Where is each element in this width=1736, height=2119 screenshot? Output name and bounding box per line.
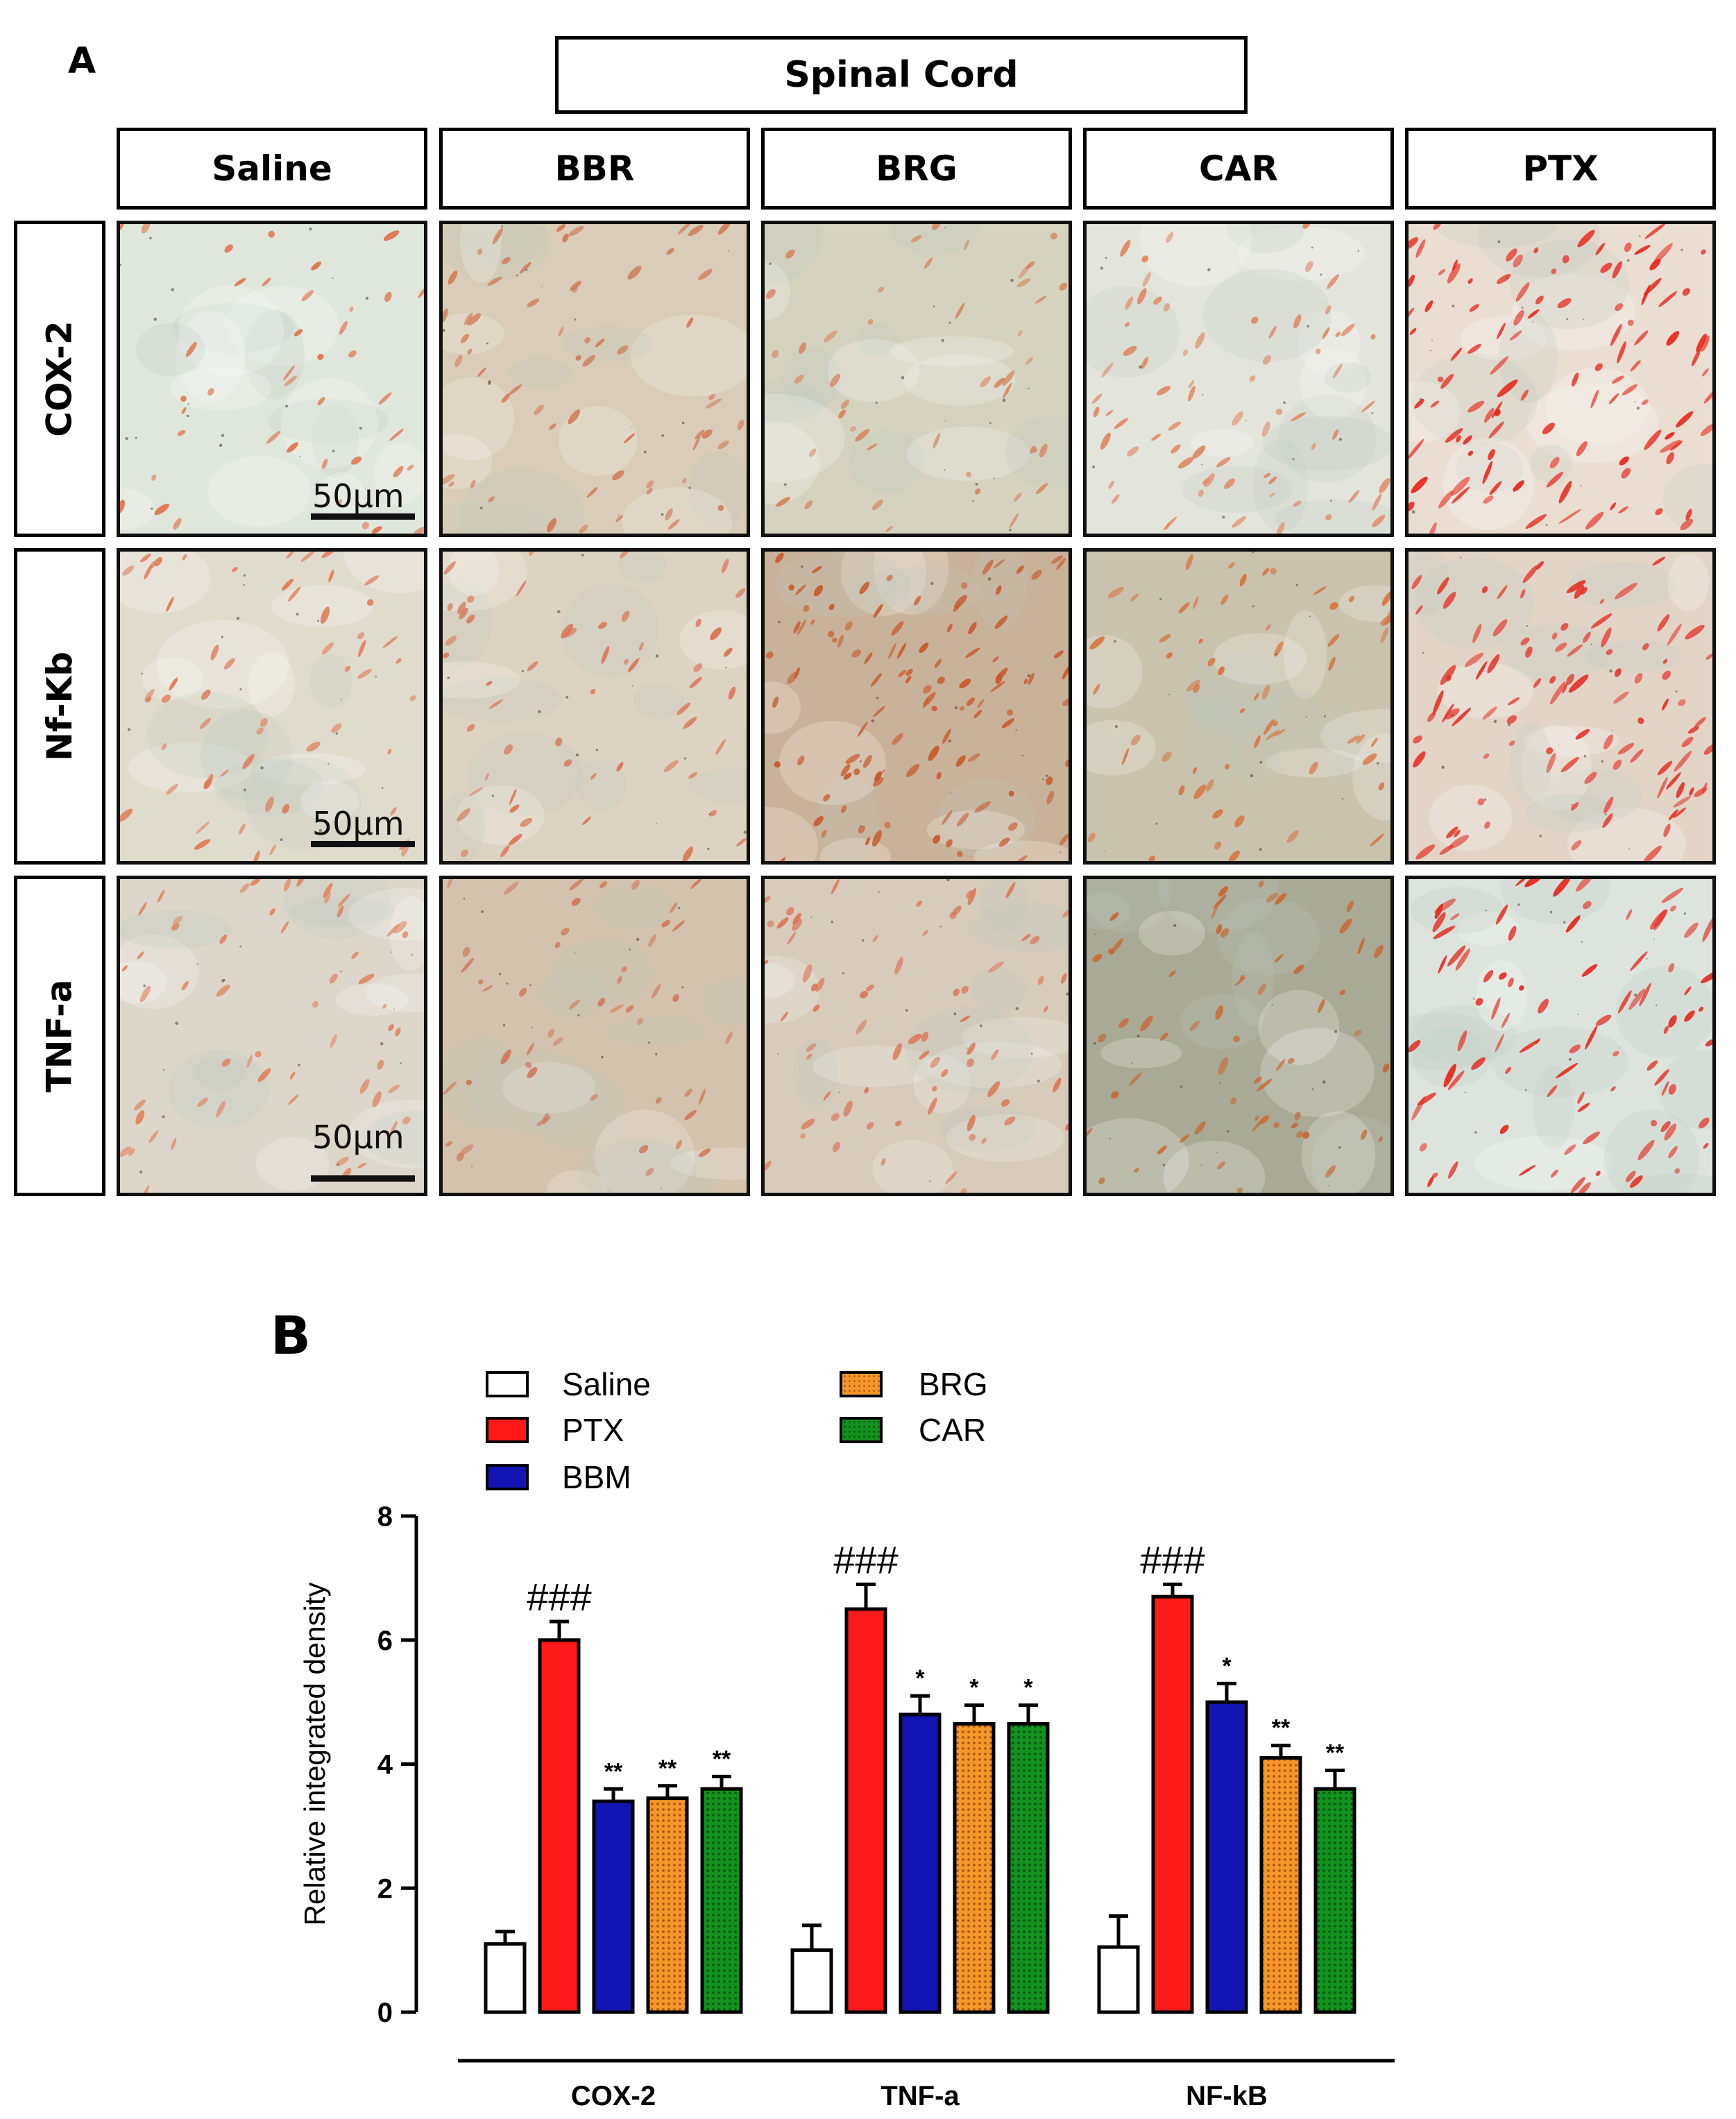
significance-ptx-tnf-a: ### xyxy=(833,1538,898,1581)
micrograph-cox-2-brg xyxy=(761,221,1072,537)
row-label-tnf-a: TNF-a xyxy=(14,876,105,1196)
bars: ###** ** **###* * *###***** xyxy=(484,1538,1356,2014)
panel-a-letter: A xyxy=(68,40,96,82)
bar-brg-tnf-a xyxy=(953,1721,996,2014)
significance-car-cox-2: ** xyxy=(713,1746,731,1772)
scale-bar-label-cox-2: 50µm xyxy=(312,477,405,515)
significance-bbm-tnf-a: * xyxy=(915,1665,925,1692)
bar-saline-cox-2 xyxy=(484,1942,527,2014)
bar-saline-tnf-a xyxy=(790,1948,833,2014)
x-category-label-tnf-a: TNF-a xyxy=(880,2081,960,2111)
row-label-nf-kb: Nf-Kb xyxy=(14,548,105,865)
bar-brg-nf-kb xyxy=(1259,1756,1302,2014)
y-tick-label: 4 xyxy=(377,1750,393,1780)
axes: 0 2 4 6 8 COX-2 TNF-a NF-kB xyxy=(377,1501,1395,2111)
significance-brg-tnf-a: * xyxy=(969,1675,979,1701)
bar-ptx-tnf-a xyxy=(844,1607,887,2014)
significance-car-nf-kb: ** xyxy=(1326,1739,1345,1766)
micrograph-nf-kb-car xyxy=(1083,548,1394,865)
spinal-cord-header: Spinal Cord xyxy=(555,36,1248,114)
significance-ptx-nf-kb: ### xyxy=(1140,1538,1205,1581)
micrograph-cox-2-saline xyxy=(117,221,427,537)
bar-car-nf-kb xyxy=(1313,1787,1356,2014)
legend-label-saline: Saline xyxy=(562,1366,651,1402)
column-label-saline: Saline xyxy=(117,128,427,210)
y-tick-label: 8 xyxy=(377,1501,393,1532)
micrograph-nf-kb-ptx xyxy=(1405,548,1716,865)
y-tick-label: 2 xyxy=(377,1873,393,1904)
y-tick-label: 0 xyxy=(377,1998,393,2028)
legend-swatch-car xyxy=(840,1417,883,1443)
micrograph-tnf-a-brg xyxy=(761,876,1072,1196)
scale-bar-cox-2 xyxy=(311,513,415,520)
bar-bbm-cox-2 xyxy=(592,1799,635,2014)
legend-label-ptx: PTX xyxy=(562,1412,624,1448)
bar-car-tnf-a xyxy=(1007,1721,1050,2014)
column-label-bbr: BBR xyxy=(439,128,750,210)
micrograph-cox-2-bbr xyxy=(439,221,750,537)
panel-b-letter: B xyxy=(271,1304,311,1366)
legend-label-brg: BRG xyxy=(919,1366,988,1402)
x-category-label-cox-2: COX-2 xyxy=(571,2081,656,2111)
significance-ptx-cox-2: ### xyxy=(527,1575,591,1619)
y-axis-label: Relative integrated density xyxy=(298,1583,331,1926)
micrograph-nf-kb-brg xyxy=(761,548,1072,865)
legend-swatch-ptx xyxy=(486,1417,529,1443)
micrograph-cox-2-car xyxy=(1083,221,1394,537)
scale-bar-label-tnf-a: 50µm xyxy=(312,1118,405,1156)
significance-bbm-nf-kb: * xyxy=(1222,1653,1232,1679)
bar-brg-cox-2 xyxy=(646,1796,689,2014)
bar-ptx-cox-2 xyxy=(538,1638,581,2014)
bar-ptx-nf-kb xyxy=(1151,1594,1194,2014)
micrograph-tnf-a-bbr xyxy=(439,876,750,1196)
micrograph-tnf-a-ptx xyxy=(1405,876,1716,1196)
x-category-label-nf-kb: NF-kB xyxy=(1186,2081,1268,2111)
micrograph-cox-2-ptx xyxy=(1405,221,1716,537)
bar-bbm-nf-kb xyxy=(1205,1700,1248,2014)
legend-label-bbm: BBM xyxy=(562,1459,631,1495)
scale-bar-label-nf-kb: 50µm xyxy=(312,805,405,842)
legend-swatch-saline xyxy=(486,1371,529,1397)
significance-brg-cox-2: ** xyxy=(658,1755,677,1782)
column-label-ptx: PTX xyxy=(1405,128,1716,210)
significance-brg-nf-kb: ** xyxy=(1272,1715,1291,1742)
bar-car-cox-2 xyxy=(700,1787,743,2014)
bar-saline-nf-kb xyxy=(1097,1945,1140,2014)
micrograph-nf-kb-saline xyxy=(117,548,427,865)
significance-bbm-cox-2: ** xyxy=(604,1758,623,1785)
micrograph-tnf-a-car xyxy=(1083,876,1394,1196)
legend-swatch-bbm xyxy=(486,1464,529,1490)
column-label-brg: BRG xyxy=(761,128,1072,210)
bar-bbm-tnf-a xyxy=(899,1712,942,2014)
column-label-car: CAR xyxy=(1083,128,1394,210)
micrograph-nf-kb-bbr xyxy=(439,548,750,865)
legend-label-car: CAR xyxy=(919,1412,987,1448)
scale-bar-nf-kb xyxy=(311,841,415,847)
bar-chart: Relative integrated density 0 2 4 6 8 COX-2 TN… xyxy=(298,1501,1395,2111)
legend-swatch-brg xyxy=(840,1371,883,1397)
scale-bar-tnf-a xyxy=(311,1175,415,1182)
row-label-cox-2: COX-2 xyxy=(14,221,105,537)
y-tick-label: 6 xyxy=(377,1626,393,1656)
significance-car-tnf-a: * xyxy=(1023,1675,1033,1701)
